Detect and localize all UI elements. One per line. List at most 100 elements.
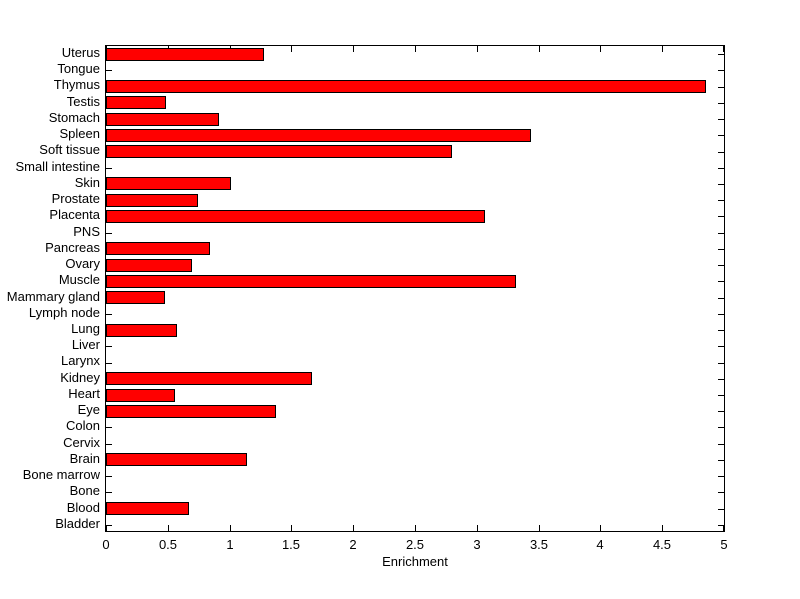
bar bbox=[106, 324, 177, 337]
bar bbox=[106, 96, 166, 109]
y-tick-mark bbox=[106, 492, 112, 493]
x-axis-title: Enrichment bbox=[382, 554, 448, 569]
category-label: PNS bbox=[73, 223, 100, 239]
y-tick-mark bbox=[718, 281, 724, 282]
x-tick-mark bbox=[106, 525, 107, 531]
category-label: Uterus bbox=[61, 45, 100, 60]
y-tick-mark bbox=[718, 152, 724, 153]
category-label: Small intestine bbox=[15, 158, 100, 174]
category-label: Bone marrow bbox=[22, 467, 100, 483]
x-tick-mark bbox=[723, 46, 724, 52]
y-tick-mark bbox=[718, 330, 724, 331]
y-tick-mark bbox=[106, 476, 112, 477]
x-tick-label: 4.5 bbox=[652, 537, 672, 552]
y-tick-mark bbox=[718, 379, 724, 380]
category-label: Brain bbox=[69, 450, 100, 466]
bar bbox=[106, 389, 175, 402]
category-label: Mammary gland bbox=[6, 288, 100, 304]
x-tick-label: 3.5 bbox=[529, 537, 549, 552]
x-tick-mark bbox=[291, 525, 292, 531]
y-tick-mark bbox=[718, 135, 724, 136]
y-tick-mark bbox=[718, 54, 724, 55]
y-axis-labels: Uterus Tongue Thymus Testis Stomach Spleen Sof… bbox=[0, 45, 100, 532]
y-tick-mark bbox=[718, 249, 724, 250]
category-label: Liver bbox=[71, 337, 100, 353]
y-tick-mark bbox=[106, 525, 112, 526]
bar bbox=[106, 210, 485, 223]
x-tick-mark bbox=[230, 525, 231, 531]
y-tick-mark bbox=[718, 492, 724, 493]
y-tick-mark bbox=[106, 314, 112, 315]
category-label: Bone bbox=[69, 483, 100, 499]
x-tick-label: 1 bbox=[226, 537, 234, 552]
bar bbox=[106, 242, 210, 255]
x-tick-label: 5 bbox=[720, 537, 728, 552]
y-tick-mark bbox=[106, 444, 112, 445]
x-tick-label: 2.5 bbox=[405, 537, 425, 552]
x-tick-mark bbox=[353, 46, 354, 52]
category-label: Lymph node bbox=[28, 304, 100, 320]
y-tick-mark bbox=[106, 233, 112, 234]
y-tick-mark bbox=[106, 363, 112, 364]
y-tick-mark bbox=[718, 265, 724, 266]
category-label: Stomach bbox=[48, 109, 100, 125]
x-tick-label: 0 bbox=[102, 537, 110, 552]
x-tick-mark bbox=[168, 525, 169, 531]
y-tick-mark bbox=[718, 525, 724, 526]
x-tick-mark bbox=[539, 525, 540, 531]
y-tick-mark bbox=[718, 119, 724, 120]
y-tick-mark bbox=[718, 70, 724, 71]
bar bbox=[106, 502, 189, 515]
y-tick-mark bbox=[106, 70, 112, 71]
y-tick-mark bbox=[718, 411, 724, 412]
y-tick-mark bbox=[718, 298, 724, 299]
y-tick-mark bbox=[718, 87, 724, 88]
category-label: Prostate bbox=[51, 191, 100, 207]
category-label: Spleen bbox=[59, 126, 100, 142]
plot-area bbox=[105, 45, 725, 532]
x-tick-mark bbox=[353, 525, 354, 531]
y-tick-mark bbox=[718, 363, 724, 364]
bar bbox=[106, 48, 264, 61]
y-tick-mark bbox=[718, 168, 724, 169]
y-tick-mark bbox=[718, 460, 724, 461]
x-tick-label: 0.5 bbox=[158, 537, 178, 552]
x-tick-mark bbox=[600, 525, 601, 531]
y-tick-mark bbox=[106, 427, 112, 428]
x-tick-label: 1.5 bbox=[281, 537, 301, 552]
bar bbox=[106, 275, 516, 288]
bar bbox=[106, 453, 247, 466]
y-tick-mark bbox=[718, 427, 724, 428]
category-label: Lung bbox=[71, 320, 100, 336]
x-tick-mark bbox=[477, 525, 478, 531]
bar bbox=[106, 405, 276, 418]
y-tick-mark bbox=[718, 476, 724, 477]
y-tick-mark bbox=[718, 200, 724, 201]
y-tick-mark bbox=[718, 444, 724, 445]
category-label: Testis bbox=[66, 93, 100, 109]
category-label: Skin bbox=[74, 174, 100, 190]
y-tick-mark bbox=[718, 395, 724, 396]
category-label: Placenta bbox=[49, 207, 100, 223]
x-tick-mark bbox=[662, 46, 663, 52]
category-label: Heart bbox=[68, 385, 100, 401]
category-label: Thymus bbox=[53, 77, 100, 93]
bar bbox=[106, 372, 312, 385]
y-tick-mark bbox=[718, 314, 724, 315]
y-tick-mark bbox=[106, 168, 112, 169]
category-label: Eye bbox=[77, 402, 100, 418]
x-tick-mark bbox=[662, 525, 663, 531]
category-label: Blood bbox=[66, 499, 100, 515]
bar bbox=[106, 291, 165, 304]
category-label: Cervix bbox=[63, 434, 100, 450]
category-label: Pancreas bbox=[45, 239, 100, 255]
bar bbox=[106, 80, 706, 93]
y-tick-mark bbox=[718, 509, 724, 510]
y-tick-mark bbox=[106, 346, 112, 347]
bar bbox=[106, 113, 219, 126]
y-tick-mark bbox=[718, 184, 724, 185]
bar bbox=[106, 145, 452, 158]
category-label: Muscle bbox=[58, 272, 100, 288]
bar bbox=[106, 177, 231, 190]
